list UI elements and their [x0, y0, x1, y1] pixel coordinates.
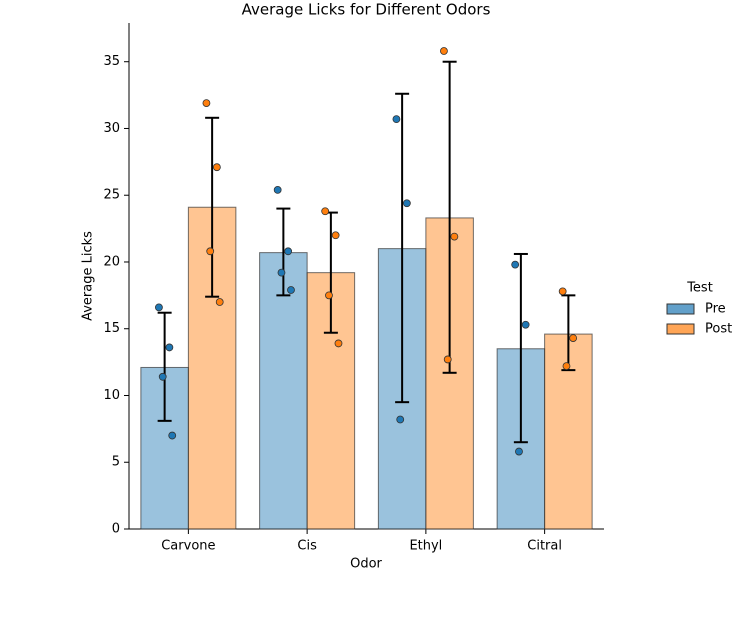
- data-point: [558, 287, 567, 296]
- x-tick-label: Carvone: [161, 539, 215, 554]
- x-tick-label: Cis: [297, 539, 317, 554]
- data-point: [202, 99, 211, 108]
- y-tick-label: 5: [112, 455, 120, 470]
- x-tick-label: Ethyl: [409, 539, 442, 554]
- error-bar: [157, 311, 172, 422]
- legend-title: Test: [686, 281, 713, 296]
- data-point: [206, 247, 215, 256]
- y-tick-label: 15: [103, 321, 120, 336]
- data-point: [158, 372, 167, 381]
- chart-title: Average Licks for Different Odors: [242, 1, 491, 19]
- x-axis-label: Odor: [350, 557, 382, 572]
- error-bar: [561, 294, 576, 372]
- y-tick-label: 20: [103, 254, 120, 269]
- data-point: [321, 207, 330, 216]
- data-point: [273, 185, 282, 194]
- error-bar: [205, 116, 220, 298]
- data-point: [440, 47, 448, 55]
- legend-swatch: [666, 303, 695, 315]
- data-point: [402, 199, 411, 208]
- data-point: [212, 163, 221, 172]
- y-tick-label: 25: [103, 188, 120, 203]
- data-point: [284, 247, 293, 256]
- data-point: [277, 268, 286, 277]
- data-point: [450, 232, 459, 241]
- y-tick-label: 30: [103, 121, 120, 136]
- legend-label: Pre: [705, 302, 726, 317]
- error-bar: [513, 252, 528, 444]
- legend-swatch: [666, 323, 695, 335]
- data-point: [515, 447, 523, 456]
- data-point: [287, 286, 295, 294]
- y-tick-label: 0: [112, 522, 120, 537]
- data-point: [325, 291, 333, 300]
- x-tick-label: Citral: [527, 539, 562, 554]
- data-point: [215, 298, 224, 306]
- data-point: [331, 231, 340, 240]
- data-point: [521, 320, 530, 329]
- data-point: [443, 355, 452, 364]
- data-point: [511, 260, 520, 269]
- data-point: [562, 362, 571, 371]
- data-point: [165, 343, 174, 352]
- y-axis-label: Average Licks: [81, 231, 96, 321]
- data-point: [569, 334, 578, 342]
- data-point: [334, 339, 343, 348]
- y-tick-label: 35: [103, 54, 120, 69]
- error-bar: [276, 207, 291, 297]
- data-point: [396, 415, 405, 424]
- data-point: [155, 303, 163, 312]
- y-tick-label: 10: [103, 388, 120, 403]
- data-point: [392, 115, 401, 124]
- error-bar: [442, 60, 457, 374]
- data-point: [168, 431, 177, 440]
- legend-label: Post: [705, 322, 732, 337]
- error-bar: [395, 92, 410, 404]
